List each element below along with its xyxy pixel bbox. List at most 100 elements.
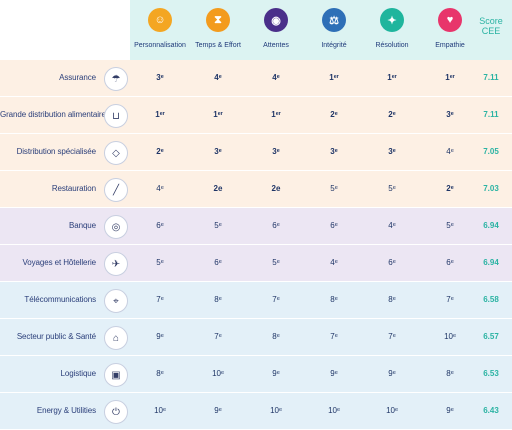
score-value: 6.53 <box>483 369 499 378</box>
scales-icon: ⚖ <box>322 8 346 32</box>
score-header-line2: CEE <box>481 26 501 36</box>
table-row: Banque ◎ 6ᵉ 5ᵉ 6ᵉ 6ᵉ 4ᵉ 5ᵉ 6.94 <box>0 208 512 245</box>
rank-cell: 7ᵉ <box>214 332 222 341</box>
rank-cell: 6ᵉ <box>214 258 222 267</box>
table-row: Logistique ▣ 8ᵉ 10ᵉ 9ᵉ 9ᵉ 9ᵉ 8ᵉ 6.53 <box>0 356 512 393</box>
rank-cell: 10ᵉ <box>154 406 166 415</box>
rank-cell: 7ᵉ <box>330 332 338 341</box>
rank-cell: 9ᵉ <box>330 369 338 378</box>
rank-cell: 1ᵉʳ <box>329 73 339 82</box>
column-header: ⧗ Temps & Effort <box>189 0 247 60</box>
rank-cell: 1ᵉʳ <box>271 110 281 119</box>
rank-cell: 1ᵉʳ <box>445 73 455 82</box>
rank-cell: 8ᵉ <box>214 295 222 304</box>
sector-name: Restauration <box>51 184 96 193</box>
eye-icon: ◉ <box>264 8 288 32</box>
tag-icon: ◇ <box>104 141 128 165</box>
rank-cell: 4ᵉ <box>388 221 396 230</box>
rank-cell: 6ᵉ <box>388 258 396 267</box>
table-row: Restauration ╱ 4ᵉ 2e 2e 5ᵉ 5ᵉ 2ᵉ 7.03 <box>0 171 512 208</box>
rank-cell: 3ᵉ <box>330 147 338 156</box>
table-row: Grande distribution alimentaire ⊔ 1ᵉʳ 1ᵉʳ 1ᵉ… <box>0 97 512 134</box>
rank-cell: 4ᵉ <box>446 147 454 156</box>
rank-cell: 6ᵉ <box>156 221 164 230</box>
column-label: Résolution <box>375 42 409 49</box>
column-label: Intégrité <box>321 42 347 49</box>
rank-cell: 2ᵉ <box>156 147 164 156</box>
rank-cell: 10ᵉ <box>386 406 398 415</box>
score-value: 6.57 <box>483 332 499 341</box>
person-icon: ☺ <box>148 8 172 32</box>
rank-cell: 5ᵉ <box>272 258 280 267</box>
rank-cell: 6ᵉ <box>330 221 338 230</box>
rank-cell: 3ᵉ <box>214 147 222 156</box>
rank-cell: 6ᵉ <box>272 221 280 230</box>
sector-name: Grande distribution alimentaire <box>0 110 106 119</box>
score-header-line1: Score <box>479 16 503 26</box>
column-label: Empathie <box>435 42 465 49</box>
rank-cell: 9ᵉ <box>156 332 164 341</box>
rank-cell: 8ᵉ <box>330 295 338 304</box>
sector-name: Télécommunications <box>24 295 96 304</box>
plane-icon: ✈ <box>104 252 128 276</box>
rank-cell: 2e <box>271 184 281 193</box>
rank-cell: 5ᵉ <box>214 221 222 230</box>
rank-cell: 2ᵉ <box>388 110 396 119</box>
rank-cell: 9ᵉ <box>388 369 396 378</box>
sector-name: Energy & Utilities <box>36 406 96 415</box>
rank-cell: 8ᵉ <box>156 369 164 378</box>
rank-cell: 8ᵉ <box>388 295 396 304</box>
rank-cell: 10ᵉ <box>212 369 224 378</box>
sector-name: Assurance <box>59 73 96 82</box>
rank-cell: 8ᵉ <box>446 369 454 378</box>
rank-cell: 2ᵉ <box>446 184 454 193</box>
sector-name: Logistique <box>60 369 97 378</box>
rank-cell: 7ᵉ <box>388 332 396 341</box>
sector-name: Voyages et Hôtellerie <box>22 258 96 267</box>
rank-cell: 9ᵉ <box>272 369 280 378</box>
table-row: Assurance ☂ 3ᵉ 4ᵉ 4ᵉ 1ᵉʳ 1ᵉʳ 1ᵉʳ 7.11 <box>0 60 512 97</box>
hourglass-icon: ⧗ <box>206 8 230 32</box>
column-header: ⚖ Intégrité <box>305 0 363 60</box>
antenna-icon: ⌖ <box>104 289 128 313</box>
rank-cell: 1ᵉʳ <box>387 73 397 82</box>
score-value: 6.94 <box>483 258 499 267</box>
rank-cell: 10ᵉ <box>444 332 456 341</box>
score-value: 7.11 <box>483 73 499 82</box>
rank-cell: 7ᵉ <box>446 295 454 304</box>
rank-cell: 5ᵉ <box>446 221 454 230</box>
rank-cell: 7ᵉ <box>156 295 164 304</box>
score-value: 7.05 <box>483 147 499 156</box>
rank-cell: 9ᵉ <box>446 406 454 415</box>
rank-cell: 10ᵉ <box>270 406 282 415</box>
rank-cell: 2ᵉ <box>330 110 338 119</box>
rank-cell: 3ᵉ <box>156 73 164 82</box>
cart-icon: ⊔ <box>104 104 128 128</box>
sector-name: Secteur public & Santé <box>16 332 96 341</box>
rank-cell: 2e <box>213 184 223 193</box>
rank-cell: 4ᵉ <box>330 258 338 267</box>
column-header: ◉ Attentes <box>247 0 305 60</box>
rank-cell: 9ᵉ <box>214 406 222 415</box>
sector-name: Banque <box>69 221 96 230</box>
score-header: Score CEE <box>470 16 512 36</box>
knife-icon: ╱ <box>104 178 128 202</box>
rank-cell: 3ᵉ <box>388 147 396 156</box>
heart-icon: ♥ <box>438 8 462 32</box>
rank-cell: 7ᵉ <box>272 295 280 304</box>
rank-cell: 5ᵉ <box>156 258 164 267</box>
rank-cell: 5ᵉ <box>330 184 338 193</box>
rank-cell: 4ᵉ <box>156 184 164 193</box>
column-header: ☺ Personnalisation <box>131 0 189 60</box>
score-value: 6.94 <box>483 221 499 230</box>
coins-icon: ◎ <box>104 215 128 239</box>
lightbulb-icon: ✦ <box>380 8 404 32</box>
score-value: 6.58 <box>483 295 499 304</box>
column-header: ✦ Résolution <box>363 0 421 60</box>
rank-cell: 4ᵉ <box>214 73 222 82</box>
plug-icon: ⏻ <box>104 400 128 424</box>
box-icon: ▣ <box>104 363 128 387</box>
rank-cell: 4ᵉ <box>272 73 280 82</box>
score-value: 7.03 <box>483 184 499 193</box>
column-label: Attentes <box>263 42 289 49</box>
